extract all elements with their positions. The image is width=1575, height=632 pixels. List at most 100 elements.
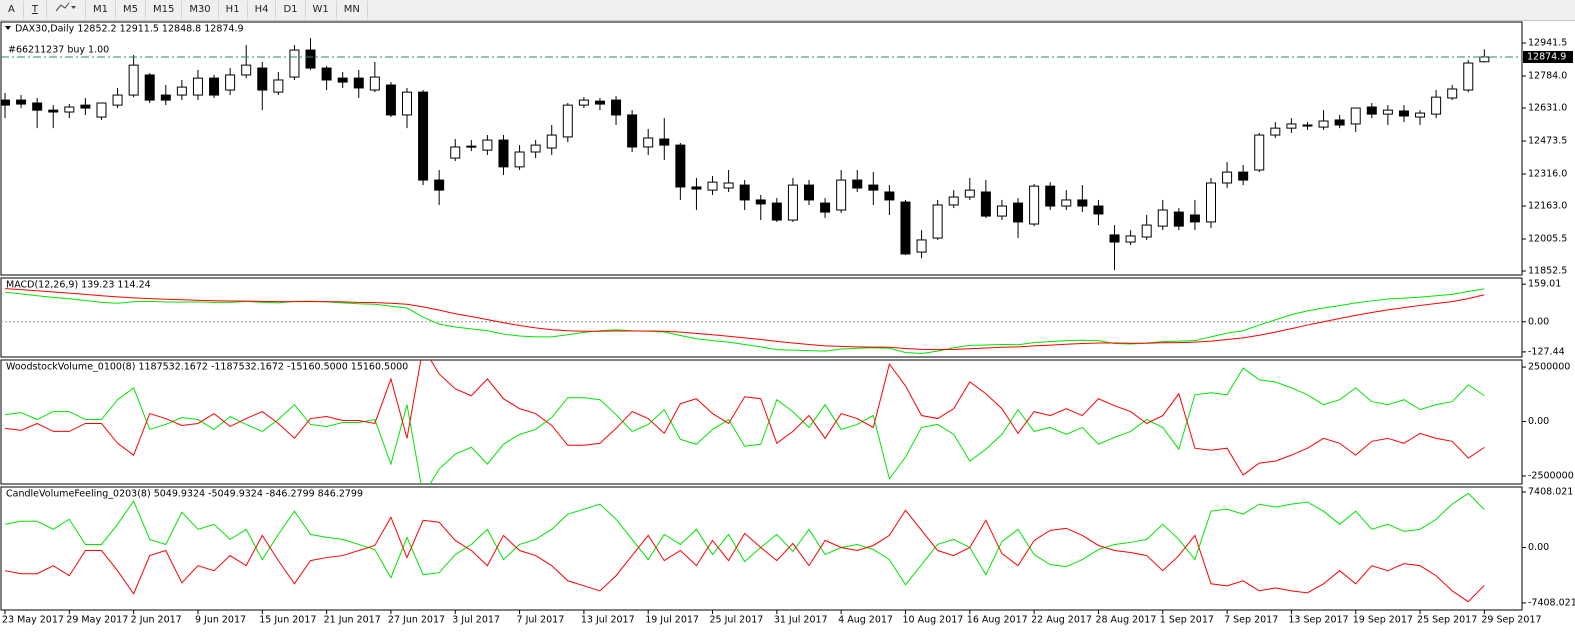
candle-body [369,76,380,91]
candle-body [1222,171,1233,184]
candle-body [434,179,445,191]
x-tick-label: 25 Sep 2017 [1417,615,1477,626]
y-tick-label: 12784.0 [1528,71,1567,82]
pane [1,288,1522,354]
price-label: 12874.9 [1527,51,1566,62]
indicator-line [4,367,1485,484]
pane-title: MACD(12,26,9) 139.23 114.24 [6,280,151,291]
candle-body [1254,134,1265,171]
x-tick-label: 19 Sep 2017 [1353,615,1413,626]
timeframe-button[interactable]: M5 [116,1,146,19]
x-tick-label: 23 May 2017 [2,615,64,626]
x-tick-label: 15 Jun 2017 [259,615,316,626]
candle-body [964,189,975,198]
candle-body [1286,123,1297,129]
candle-body [755,199,766,205]
y-tick-label: 12163.0 [1528,201,1567,212]
candle-body [820,202,831,213]
candle-body [241,64,252,76]
tool-button[interactable]: A [0,1,24,19]
x-tick-label: 27 Jun 2017 [388,615,445,626]
y-tick-label: 11852.5 [1528,266,1567,277]
drawing-tools[interactable] [47,1,86,19]
timeframe-button[interactable]: MN [337,1,368,19]
timeframe-button[interactable]: M1 [86,1,116,19]
candle-body [160,94,171,101]
candle-body [176,86,187,96]
timeframe-button[interactable]: D1 [276,1,306,19]
candle-body [546,134,557,149]
candle-body [466,145,477,148]
y-tick-label: 12473.5 [1528,136,1567,147]
candle-body [900,201,911,255]
x-tick-label: 7 Jul 2017 [517,615,565,626]
candle-body [1431,96,1442,115]
timeframe-button[interactable]: H4 [248,1,277,19]
x-tick-label: 2 Jun 2017 [131,615,182,626]
indicator-line [4,492,1485,586]
pane [1,38,1490,271]
candle-body [1270,127,1281,136]
collapse-icon [5,26,11,30]
candle-body [128,64,139,96]
x-tick-label: 13 Sep 2017 [1288,615,1348,626]
x-tick-label: 25 Jul 2017 [710,615,764,626]
candle-body [1447,88,1458,99]
candle-body [337,77,348,83]
candle-body [948,196,959,206]
candle-body [627,114,638,148]
candle-body [1061,199,1072,207]
candle-body [1350,107,1361,125]
candle-body [321,67,332,81]
candle-body [996,205,1007,217]
candle-body [80,104,91,109]
candle-body [482,139,493,151]
timeframe-button[interactable]: M30 [182,1,219,19]
candle-body [804,184,814,201]
pane [4,492,1485,603]
candle-body [1189,214,1200,223]
candle-body [1125,235,1136,243]
candle-body [1045,185,1056,207]
candle-body [980,191,991,217]
tool-button[interactable]: T [24,1,47,19]
candle-body [1334,119,1345,126]
candle-body [771,202,782,221]
candle-body [1463,62,1474,91]
candle-body [659,138,670,146]
pane [4,360,1485,484]
timeframe-button[interactable]: H1 [219,1,248,19]
y-tick-label: 0.00 [1528,316,1549,327]
candle-body [305,49,316,69]
x-tick-label: 7 Sep 2017 [1224,615,1278,626]
candle-body [1302,124,1313,127]
candle-body [1,99,10,106]
candle-body [1479,56,1490,63]
candle-body [418,91,429,181]
candle-body [498,139,509,168]
x-tick-label: 3 Jul 2017 [452,615,500,626]
pane-title: CandleVolumeFeeling_0203(8) 5049.9324 -5… [6,489,363,500]
candle-body [723,182,734,189]
candle-body [707,181,718,191]
candle-body [1382,109,1393,115]
candle-body [562,104,573,138]
candle-body [1238,171,1249,181]
y-tick-label: -7408.021 [1528,597,1575,608]
candle-body [530,144,541,153]
candle-body [1173,211,1184,227]
price-label-box [1523,50,1573,63]
candle-body [1206,182,1216,223]
candle-body [192,77,203,96]
timeframe-button[interactable]: M15 [146,1,183,19]
candle-body [852,179,863,189]
timeframe-button[interactable]: W1 [306,1,337,19]
x-tick-label: 19 Jul 2017 [645,615,699,626]
tools-icon [55,2,76,12]
y-tick-label: -127.44 [1528,346,1565,357]
y-tick-label: 12631.0 [1528,103,1567,114]
candle-body [594,100,605,105]
pane-frame [0,277,1523,358]
candle-body [273,79,284,93]
